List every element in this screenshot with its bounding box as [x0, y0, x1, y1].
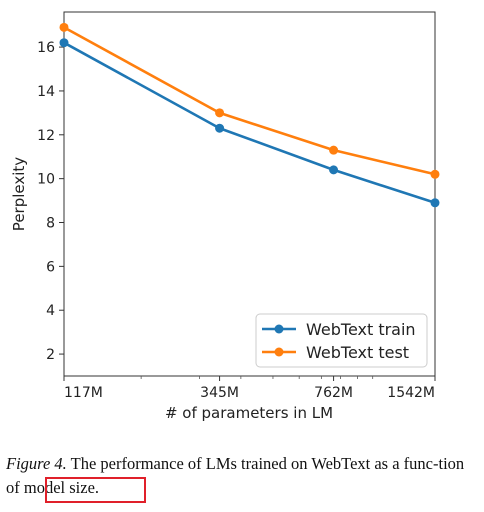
y-tick-label: 16	[37, 40, 55, 56]
series-1-point	[329, 145, 339, 155]
legend-frame	[255, 313, 428, 368]
legend-label-0: WebText train	[306, 320, 416, 339]
x-tick-label: 1542M	[387, 385, 435, 401]
legend: WebText train WebText test	[255, 313, 428, 368]
x-tick-label: 762M	[314, 385, 353, 401]
y-tick-label: 12	[37, 128, 55, 144]
series-1-point	[59, 22, 69, 32]
y-axis-label: Perplexity	[10, 157, 28, 231]
series-line-1	[63, 26, 436, 176]
caption-highlighted-text: f model size.	[14, 478, 100, 497]
plot-frame	[63, 11, 436, 377]
series-0-point	[215, 123, 225, 133]
y-tick-label: 10	[37, 172, 55, 188]
figure-label: Figure 4.	[6, 454, 67, 473]
series-1-point	[430, 169, 440, 179]
series-0-point	[430, 198, 440, 208]
series-0-point	[329, 165, 339, 175]
caption-text: The performance of LMs trained on WebTex…	[6, 454, 465, 497]
legend-marker-1	[274, 347, 284, 357]
legend-label-1: WebText test	[306, 343, 409, 362]
perplexity-line-chart: 2 4 6 8 10 12 14 16 117M 345M 762M 1542M Perplexit…	[10, 11, 440, 422]
y-tick-label: 4	[46, 303, 55, 319]
figure-caption: Figure 4. The performance of LMs trained…	[6, 452, 478, 500]
legend-marker-0	[274, 324, 284, 334]
y-tick-label: 2	[46, 347, 55, 363]
series-1-point	[215, 108, 225, 118]
y-tick-label: 8	[46, 216, 55, 232]
x-tick-label: 117M	[64, 385, 103, 401]
y-tick-label: 14	[37, 84, 55, 100]
series-line-0	[63, 41, 436, 205]
x-axis-label: # of parameters in LM	[165, 404, 333, 422]
x-tick-label: 345M	[200, 385, 239, 401]
y-tick-label: 6	[46, 259, 55, 275]
series-0-point	[59, 38, 69, 48]
